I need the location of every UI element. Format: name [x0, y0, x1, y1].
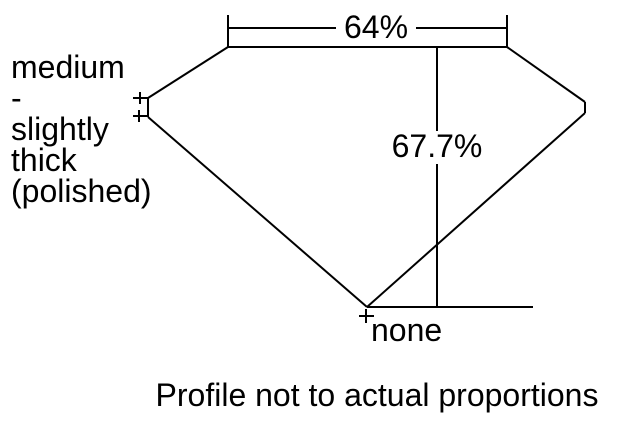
- girdle-label-line-3: slightly: [11, 111, 109, 147]
- pavilion-facet-left: [147, 116, 368, 308]
- culet-label: none: [371, 312, 443, 348]
- crown-facet-right: [506, 46, 586, 103]
- caption: Profile not to actual proportions: [155, 377, 599, 413]
- girdle-label-line-4: thick: [11, 142, 77, 178]
- girdle-label-line-2: -: [11, 80, 22, 116]
- girdle-label-line-5: (polished): [11, 173, 152, 209]
- girdle-thickness-label: medium - slightly thick (polished): [11, 49, 152, 209]
- depth-percentage-label: 67.7%: [387, 130, 487, 162]
- girdle-label-line-1: medium: [11, 49, 125, 85]
- crown-facet-left: [147, 46, 229, 99]
- table-percentage-label: 64%: [336, 11, 416, 43]
- pavilion-facet-right: [366, 112, 586, 308]
